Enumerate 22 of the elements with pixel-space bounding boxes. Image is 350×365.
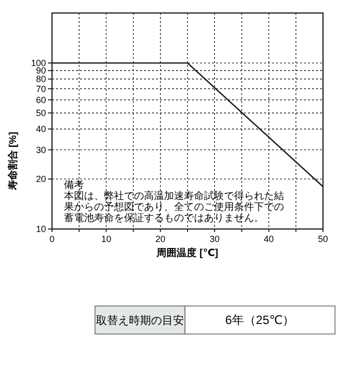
- x-tick-label: 40: [264, 234, 274, 244]
- text: 6年（25℃）: [225, 313, 295, 327]
- x-tick-label: 0: [49, 234, 55, 244]
- y-tick-label: 50: [36, 108, 46, 118]
- y-tick-label: 20: [36, 174, 46, 184]
- y-tick-label: 100: [30, 58, 46, 68]
- y-tick-label: 80: [36, 74, 46, 84]
- y-tick-label: 70: [36, 84, 46, 94]
- y-axis-title: 寿命割合 [%]: [7, 132, 19, 192]
- x-tick-label: 10: [101, 234, 112, 244]
- x-tick-label: 30: [210, 234, 220, 244]
- x-tick-label: 20: [155, 234, 166, 244]
- x-axis-title: 周囲温度 [℃]: [156, 247, 218, 259]
- annotation: 備考: [64, 179, 84, 191]
- y-tick-label: 30: [36, 144, 46, 155]
- y-tick-label: 10: [36, 224, 46, 234]
- y-tick-label: 90: [36, 66, 46, 76]
- x-tick-label: 50: [318, 234, 328, 244]
- annotation: 本図は、弊社での高温加速寿命試験で得られた結果からの予想図であり、全てのご使用条件下での蓄電池寿命を保証するものではありません。: [64, 190, 284, 224]
- y-tick-label: 60: [36, 94, 46, 105]
- text: 取替え時期の目安: [96, 314, 184, 327]
- y-tick-label: 40: [36, 124, 46, 134]
